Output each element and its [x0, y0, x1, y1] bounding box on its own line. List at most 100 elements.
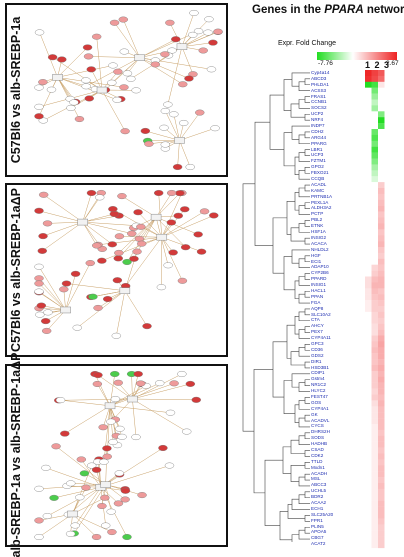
heatmap-cell — [378, 324, 385, 330]
network-node — [35, 264, 44, 270]
network-node — [66, 105, 75, 111]
heatmap-cell — [378, 418, 385, 424]
heatmap-cell — [378, 94, 385, 100]
heatmap-cell — [378, 241, 385, 247]
heatmap-cell — [365, 495, 372, 501]
network-node — [178, 278, 187, 284]
heatmap-cell — [378, 330, 385, 336]
dendrogram-branch — [292, 126, 310, 139]
network-edge — [179, 128, 215, 140]
heatmap-cell — [372, 212, 379, 218]
heatmap-cell — [378, 277, 385, 283]
dendrogram-branch — [273, 218, 287, 273]
network-node — [161, 142, 170, 148]
network-edge — [42, 222, 82, 251]
heatmap-cell — [372, 365, 379, 371]
heatmap-cell — [378, 513, 385, 519]
heatmap-cell — [372, 259, 379, 265]
network-node — [92, 534, 101, 540]
network-node — [107, 529, 116, 535]
network-node — [35, 30, 44, 36]
network-node — [126, 76, 135, 82]
dendrogram-branch — [305, 433, 310, 439]
heatmap-cell — [378, 147, 385, 153]
heatmap-cell — [378, 282, 385, 288]
network-node — [166, 410, 175, 416]
network-node — [52, 444, 61, 450]
network-edge — [73, 488, 86, 514]
network-node — [35, 534, 44, 540]
network-node — [163, 102, 172, 108]
heatmap-cell — [372, 135, 379, 141]
dendrogram-branch — [299, 312, 310, 321]
heatmap-cell — [372, 318, 379, 324]
network-node — [144, 141, 153, 147]
network-edge — [178, 140, 180, 167]
heatmap-cell — [378, 200, 385, 206]
network-node — [132, 88, 141, 94]
network-edge — [58, 65, 113, 77]
network-edge — [106, 448, 163, 485]
network-node — [62, 281, 71, 287]
network-node — [189, 10, 198, 16]
heatmap-cell — [378, 235, 385, 241]
network-node — [123, 71, 132, 77]
gene-label: ACAT2 — [311, 541, 371, 547]
dendrogram-branch — [243, 184, 255, 431]
dendrogram-branch — [299, 206, 310, 215]
heatmap-cell — [372, 536, 379, 542]
heatmap-cell — [365, 489, 372, 495]
network-node — [80, 471, 89, 477]
network-node — [103, 296, 112, 302]
network-node — [59, 287, 68, 293]
heatmap-cell — [365, 241, 372, 247]
dendrogram-branch — [270, 95, 284, 149]
network-node — [35, 289, 44, 295]
heatmap-cell — [372, 436, 379, 442]
network-edge — [140, 58, 183, 85]
heatmap-cell — [378, 288, 385, 294]
heatmap-cell — [365, 371, 372, 377]
heatmap-cell — [372, 395, 379, 401]
heatmap-cell — [372, 330, 379, 336]
heatmap-cell — [378, 76, 385, 82]
network-node — [113, 69, 122, 75]
heatmap-cell — [372, 164, 379, 170]
network-hub-node — [61, 307, 71, 313]
network-node — [178, 81, 187, 87]
network-node — [134, 371, 143, 377]
network-node — [207, 67, 216, 73]
network-node — [42, 328, 51, 334]
heatmap-cell — [365, 395, 372, 401]
network-panel-3 — [5, 364, 228, 547]
heatmap-cell — [365, 212, 372, 218]
network-node — [194, 232, 203, 238]
dendrogram-branch — [295, 157, 299, 175]
dendrogram-branch — [305, 462, 310, 468]
network-node — [204, 30, 213, 36]
dendrogram-branch — [292, 250, 310, 263]
heatmap-cell — [372, 159, 379, 165]
heatmap-cell — [365, 282, 372, 288]
heatmap-cell — [365, 259, 372, 265]
heatmap-cell — [378, 371, 385, 377]
heatmap-cell — [365, 400, 372, 406]
network-hub-node — [105, 403, 115, 409]
network-node — [117, 193, 126, 199]
heatmap-cell — [378, 170, 385, 176]
panel-1-label: C57Bl6 vs alb-SREBP-1a — [9, 17, 23, 164]
heatmap-cell — [365, 200, 372, 206]
network-node — [97, 258, 106, 264]
heatmap-cell — [372, 489, 379, 495]
heatmap-cell — [378, 336, 385, 342]
network-node — [94, 305, 103, 311]
network-node — [108, 206, 117, 212]
network-node — [160, 51, 169, 57]
heatmap-cell — [378, 159, 385, 165]
heatmap-cell — [372, 442, 379, 448]
dendrogram-branch — [299, 383, 310, 392]
heatmap-cell — [378, 359, 385, 365]
dendrogram-branch — [292, 374, 310, 387]
network-node — [35, 208, 44, 214]
heatmap-cell — [372, 459, 379, 465]
